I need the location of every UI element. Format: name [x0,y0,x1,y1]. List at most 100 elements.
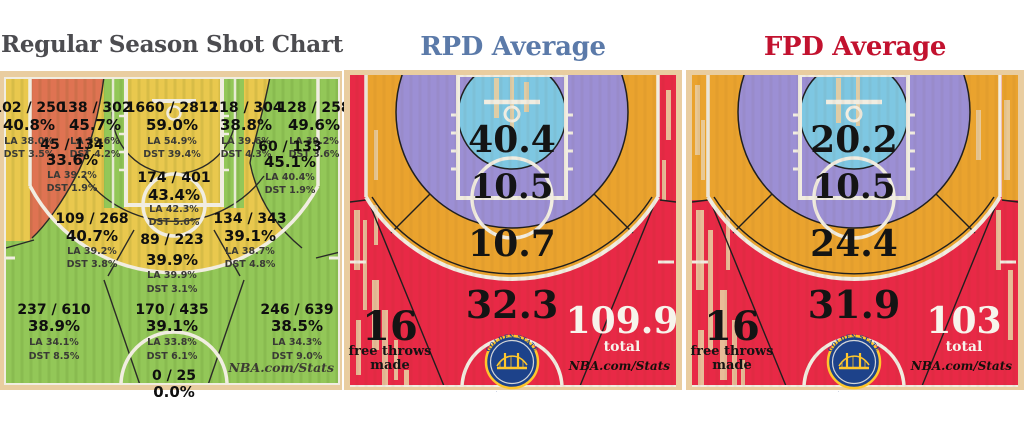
svg-text:LA 39.9%: LA 39.9% [147,270,197,281]
zone-stats-right-corner-3: 128 / 258 49.6% LA 39.2% DST 3.6% [277,100,344,160]
svg-text:237 / 610: 237 / 610 [17,302,91,318]
svg-text:DST 3.8%: DST 3.8% [67,259,118,270]
svg-text:109 / 268: 109 / 268 [55,211,128,227]
free-throws-block: 16 free throws made [349,303,432,373]
svg-text:170 / 435: 170 / 435 [135,302,208,318]
svg-text:LA 40.4%: LA 40.4% [265,172,315,183]
svg-text:43.4%: 43.4% [148,186,200,204]
value-three-point: 31.9 [808,282,901,327]
rpd-court: 40.4 10.5 10.7 32.3 16 free throws made … [344,70,682,392]
chart-title-regular-season: Regular Season Shot Chart [1,31,343,58]
svg-text:49.6%: 49.6% [288,116,340,134]
svg-text:LA 39.2%: LA 39.2% [47,170,97,181]
svg-text:38.5%: 38.5% [271,317,323,335]
value-paint: 10.5 [471,167,554,207]
svg-text:DST 8.5%: DST 8.5% [29,351,80,362]
svg-text:246 / 639: 246 / 639 [260,302,333,318]
rpd-zones [350,75,676,387]
svg-text:DST 1.9%: DST 1.9% [265,185,316,196]
zone-stats-backcourt: 0 / 25 0.0% [152,368,196,398]
total-block: 109.9 total [566,300,679,355]
svg-text:38.8%: 38.8% [220,116,272,134]
svg-text:59.0%: 59.0% [146,116,198,134]
svg-text:DST 3.1%: DST 3.1% [147,284,198,295]
zone-stats-right-baseline-mid: 118 / 304 38.8% LA 39.6% DST 4.3% [209,100,283,160]
value-paint: 10.5 [813,167,896,207]
svg-text:LA 38.0%: LA 38.0% [4,136,54,147]
svg-text:45.1%: 45.1% [264,153,316,171]
zone-stats-right-wing-3: 246 / 639 38.5% LA 34.3% DST 9.0% [260,302,333,362]
half-court-circle [119,330,229,385]
svg-text:38.9%: 38.9% [28,317,80,335]
svg-text:LA 54.9%: LA 54.9% [147,136,197,147]
svg-text:1660 / 2812: 1660 / 2812 [126,100,219,116]
svg-text:LA 39.2%: LA 39.2% [289,136,339,147]
svg-text:DST 3.6%: DST 3.6% [289,149,340,160]
svg-text:45.7%: 45.7% [69,116,121,134]
svg-text:DST 4.2%: DST 4.2% [70,149,121,160]
svg-text:DST 5.6%: DST 5.6% [149,217,200,228]
svg-text:0 / 25: 0 / 25 [152,368,196,384]
zone-stats-paint: 174 / 401 43.4% LA 42.3% DST 5.6% [137,170,210,228]
svg-text:DST 4.8%: DST 4.8% [225,259,276,270]
value-restricted-area: 40.4 [468,119,556,161]
svg-text:103: 103 [926,300,1001,342]
svg-text:128 / 258: 128 / 258 [277,100,344,116]
warriors-logo: GOLDEN STATE WARRIORS [484,334,540,392]
svg-text:138 / 302: 138 / 302 [58,100,131,116]
svg-text:WARRIORS: WARRIORS [834,391,874,392]
value-mid-range: 10.7 [468,223,556,265]
svg-text:LA 39.6%: LA 39.6% [70,136,120,147]
svg-text:DST 3.5%: DST 3.5% [4,149,55,160]
svg-text:DST 9.0%: DST 9.0% [272,351,323,362]
svg-text:174 / 401: 174 / 401 [137,170,210,186]
zone-stats-restricted-area: 1660 / 2812 59.0% LA 54.9% DST 39.4% [126,100,219,160]
svg-text:39.9%: 39.9% [146,251,198,269]
svg-text:free throws: free throws [691,344,774,359]
zone-stats-left-wing-mid: 109 / 268 40.7% LA 39.2% DST 3.8% [55,211,128,270]
watermark-nba-stats: NBA.com/Stats [228,360,335,375]
svg-text:102 / 250: 102 / 250 [0,100,66,116]
court-lines [4,77,340,385]
three-point-line [28,185,320,275]
svg-text:45 / 134: 45 / 134 [40,137,104,153]
chart-title-fpd: FPD Average [763,32,947,62]
svg-text:33.6%: 33.6% [46,151,98,169]
svg-text:LA 34.1%: LA 34.1% [29,337,79,348]
svg-text:DST 39.4%: DST 39.4% [143,149,201,160]
svg-text:89 / 223: 89 / 223 [140,232,204,248]
svg-text:LA 34.3%: LA 34.3% [272,337,322,348]
svg-text:total: total [604,339,641,355]
watermark-nba-stats: NBA.com/Stats [568,359,671,373]
warriors-logo: GOLDEN STATE WARRIORS [826,334,882,392]
svg-text:DST 1.9%: DST 1.9% [47,183,98,194]
svg-text:LA 39.2%: LA 39.2% [67,246,117,257]
svg-text:118 / 304: 118 / 304 [209,100,283,116]
svg-text:16: 16 [704,303,760,350]
svg-text:0.0%: 0.0% [153,383,195,398]
chart-title-rpd: RPD Average [420,32,606,62]
svg-text:made: made [370,358,410,373]
svg-text:free throws: free throws [349,344,432,359]
zone-stats-top-key-3: 170 / 435 39.1% LA 33.8% DST 6.1% [135,302,208,362]
fpd-court: 20.2 10.5 24.4 31.9 16 free throws made … [686,70,1024,392]
svg-text:134 / 343: 134 / 343 [213,211,286,227]
watermark-nba-stats: NBA.com/Stats [910,359,1013,373]
svg-text:LA 42.3%: LA 42.3% [149,204,199,215]
svg-text:109.9: 109.9 [566,300,679,342]
bridge-icon [838,353,870,370]
bridge-icon [496,353,528,370]
svg-text:40.7%: 40.7% [66,227,118,245]
svg-text:16: 16 [362,303,418,350]
zone-stats-left-elbow-mid: 45 / 134 33.6% LA 39.2% DST 1.9% [40,137,104,194]
svg-text:LA 33.8%: LA 33.8% [147,337,197,348]
zone-stats-left-wing-3: 237 / 610 38.9% LA 34.1% DST 8.5% [17,302,91,362]
zone-stats-left-baseline-mid: 138 / 302 45.7% LA 39.6% DST 4.2% [58,100,131,160]
svg-text:39.1%: 39.1% [224,227,276,245]
svg-text:DST 6.1%: DST 6.1% [147,351,198,362]
value-restricted-area: 20.2 [810,119,898,161]
hoop-ring [166,105,182,121]
zone-stats-right-wing-mid: 134 / 343 39.1% LA 38.7% DST 4.8% [213,211,286,270]
svg-text:LA 39.6%: LA 39.6% [221,136,271,147]
svg-text:WARRIORS: WARRIORS [492,391,532,392]
